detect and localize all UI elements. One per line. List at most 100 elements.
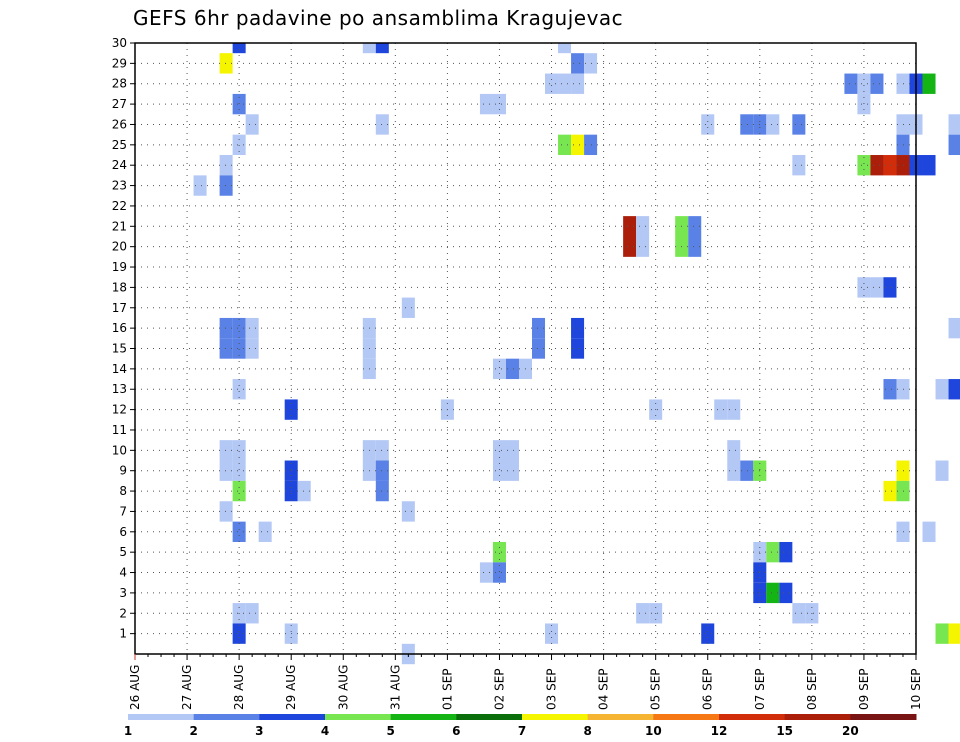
heatmap-cell <box>766 114 780 135</box>
heatmap-cell <box>883 379 897 400</box>
heatmap-cell <box>792 603 806 624</box>
colorbar-segment <box>522 714 589 720</box>
x-tick-label: 09 SEP <box>857 668 871 710</box>
heatmap-cell <box>857 155 871 176</box>
heatmap-cell <box>492 440 506 461</box>
heatmap-cell <box>896 480 910 502</box>
heatmap-cell <box>258 521 272 542</box>
y-tick-label: 6 <box>119 525 127 539</box>
heatmap-cell <box>636 603 650 624</box>
colorbar-segment <box>719 714 786 720</box>
heatmap-cell <box>232 623 246 644</box>
x-tick-label: 08 SEP <box>805 668 819 710</box>
heatmap-cell <box>505 358 519 380</box>
colorbar-segment <box>850 714 917 720</box>
y-tick-label: 5 <box>119 545 127 559</box>
heatmap-cell <box>232 460 246 481</box>
y-tick-label: 10 <box>112 443 127 457</box>
heatmap-cell <box>232 379 246 400</box>
heatmap-cell <box>935 623 949 644</box>
y-tick-label: 29 <box>112 56 127 70</box>
heatmap-cell <box>375 114 389 135</box>
heatmap-cell <box>558 134 572 156</box>
heatmap-cell <box>375 460 389 481</box>
heatmap-cell <box>896 114 910 135</box>
heatmap-cell <box>505 460 519 481</box>
heatmap-cell <box>792 155 806 176</box>
heatmap-cell <box>232 338 246 359</box>
heatmap-cells <box>193 43 960 665</box>
heatmap-cell <box>193 175 207 196</box>
heatmap-cell <box>245 603 259 624</box>
heatmap-cell <box>219 440 233 461</box>
heatmap-cell <box>948 114 960 135</box>
y-tick-label: 24 <box>112 158 127 172</box>
heatmap-cell <box>245 338 259 359</box>
colorbar-label: 6 <box>452 724 460 738</box>
heatmap-cell <box>688 236 702 257</box>
chart-title: GEFS 6hr padavine po ansamblima Kragujev… <box>133 6 624 30</box>
x-tick-label: 04 SEP <box>597 668 611 710</box>
y-tick-label: 9 <box>119 464 127 478</box>
y-tick-label: 14 <box>112 362 127 376</box>
heatmap-cell <box>948 317 960 339</box>
heatmap-cell <box>232 134 246 156</box>
heatmap-cell <box>896 379 910 400</box>
heatmap-cell <box>584 134 598 156</box>
x-tick-label: 07 SEP <box>753 668 767 710</box>
colorbar-label: 4 <box>321 724 329 738</box>
colorbar-label: 15 <box>776 724 793 738</box>
heatmap-cell <box>948 379 960 400</box>
x-tick-label: 05 SEP <box>649 668 663 710</box>
heatmap-cell <box>935 460 949 481</box>
colorbar-label: 3 <box>255 724 263 738</box>
heatmap-cell <box>922 521 936 542</box>
y-tick-label: 4 <box>119 566 127 580</box>
y-tick-label: 12 <box>112 403 127 417</box>
heatmap-cell <box>401 297 415 318</box>
y-tick-label: 1 <box>119 627 127 641</box>
heatmap-cell <box>219 460 233 481</box>
heatmap-cell <box>766 541 780 563</box>
colorbar-segment <box>193 714 260 720</box>
heatmap-cell <box>766 582 780 604</box>
heatmap-cell <box>571 73 585 94</box>
y-tick-label: 30 <box>112 36 127 50</box>
heatmap-cell <box>948 623 960 644</box>
x-tick-label: 02 SEP <box>492 668 506 710</box>
colorbar-legend: 1 2 3 4 5 6 7 8 10 12 15 20 <box>124 714 917 738</box>
colorbar-label: 10 <box>645 724 662 738</box>
heatmap-cell <box>922 155 936 176</box>
heatmap-cell <box>232 43 246 54</box>
colorbar-segment <box>653 714 720 720</box>
x-tick-label: 27 AUG <box>180 665 194 710</box>
colorbar-segment <box>128 714 195 720</box>
heatmap-cell <box>232 93 246 115</box>
grid-lines <box>135 42 916 654</box>
y-tick-label: 28 <box>112 77 127 91</box>
heatmap-cell <box>636 216 650 237</box>
heatmap-cell <box>896 73 910 94</box>
heatmap-cell <box>505 440 519 461</box>
heatmap-cell <box>701 114 715 135</box>
heatmap-cell <box>492 541 506 563</box>
heatmap-cell <box>740 114 754 135</box>
heatmap-cell <box>245 114 259 135</box>
heatmap-cell <box>857 277 871 298</box>
colorbar-segment <box>456 714 523 720</box>
y-tick-label: 2 <box>119 606 127 620</box>
heatmap-cell <box>714 399 728 420</box>
heatmap-cell <box>870 155 884 176</box>
heatmap-cell <box>219 175 233 196</box>
colorbar-label: 7 <box>518 724 526 738</box>
heatmap-cell <box>545 73 559 94</box>
heatmap-cell <box>896 134 910 156</box>
heatmap-cell <box>727 399 741 420</box>
x-tick-label: 31 AUG <box>388 665 402 710</box>
y-tick-label: 17 <box>112 301 127 315</box>
heatmap-cell <box>623 236 637 257</box>
heatmap-cell <box>896 155 910 176</box>
y-tick-label: 15 <box>112 342 127 356</box>
heatmap-cell <box>883 155 897 176</box>
